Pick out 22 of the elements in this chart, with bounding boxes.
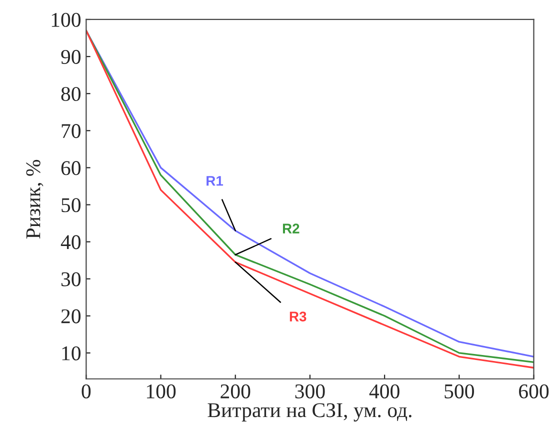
x-tick-label: 400 xyxy=(369,384,400,398)
y-tick-label: 50 xyxy=(62,198,81,212)
x-tick-label: 500 xyxy=(444,384,474,398)
y-axis-title: Ризик, % xyxy=(26,160,44,239)
y-tick-label: 10 xyxy=(62,346,81,360)
series-label: R3 xyxy=(290,312,306,322)
y-tick-label: 80 xyxy=(61,86,81,102)
text: R2 xyxy=(282,224,300,234)
y-tick-label: 20 xyxy=(61,309,81,324)
x-axis-title: Витрати на СЗІ, ум. од. xyxy=(208,403,412,422)
x-tick-label: 200 xyxy=(220,384,250,398)
y-tick-label: 30 xyxy=(61,272,81,286)
y-tick-label: 100 xyxy=(52,12,81,27)
y-tick-label: 70 xyxy=(62,124,81,138)
y-tick-label: 40 xyxy=(60,235,81,250)
y-tick-label: 60 xyxy=(61,161,81,176)
x-tick-label: 100 xyxy=(146,384,176,398)
x-tick-label: 600 xyxy=(519,384,549,398)
x-tick-label: 300 xyxy=(295,384,325,398)
y-tick-label: 90 xyxy=(61,50,81,64)
series-label: R1 xyxy=(206,176,224,186)
x-tick-label: 0 xyxy=(82,384,91,398)
